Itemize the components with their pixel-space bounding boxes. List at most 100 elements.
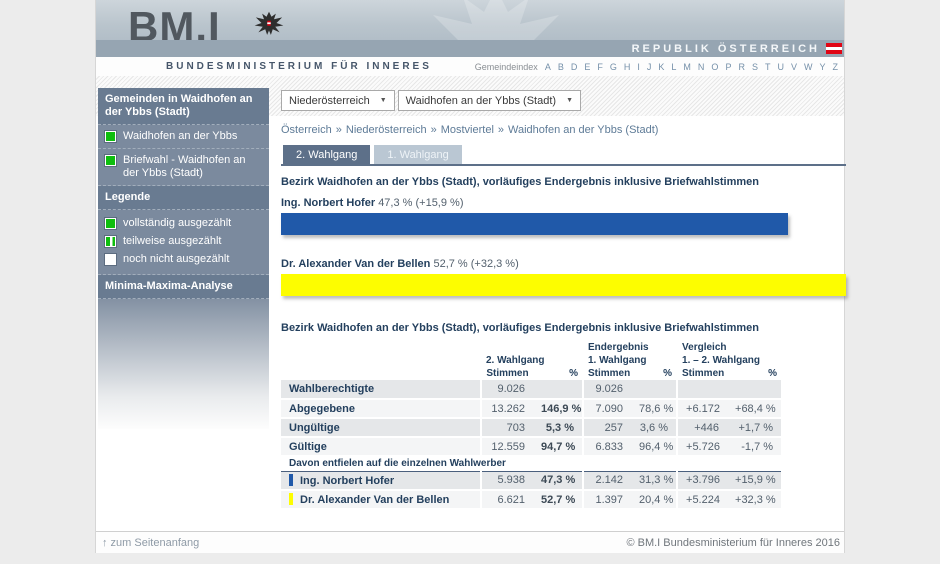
breadcrumb-separator: » (430, 124, 437, 136)
index-letter[interactable]: M (683, 61, 691, 72)
index-letter[interactable]: R (738, 61, 745, 72)
index-letter[interactable]: U (777, 61, 784, 72)
index-letter[interactable]: F (597, 61, 603, 72)
table-title: Bezirk Waidhofen an der Ybbs (Stadt), vo… (281, 322, 759, 334)
state-dropdown[interactable]: Niederösterreich ▼ (281, 90, 395, 111)
legend-title: Legende (98, 186, 269, 210)
sidebar-item-minima-maxima[interactable]: Minima-Maxima-Analyse (98, 275, 269, 299)
republik-oesterreich-label: REPUBLIK ÖSTERREICH (631, 42, 820, 55)
municipality-dropdown[interactable]: Waidhofen an der Ybbs (Stadt) ▼ (397, 90, 582, 111)
index-letter[interactable]: I (637, 61, 640, 72)
col-group-1wahlgang: Endergebnis 1. Wahlgang (581, 341, 678, 367)
page-container: BM.I REPUBLIK ÖSTERREICH BUNDESMINISTERI… (95, 0, 846, 553)
result-table-section: Bezirk Waidhofen an der Ybbs (Stadt), vo… (281, 322, 846, 510)
breadcrumb-item[interactable]: Waidhofen an der Ybbs (Stadt) (508, 124, 659, 136)
austria-flag-icon (826, 43, 842, 54)
col-stimmen: Stimmen (582, 367, 631, 380)
index-letter[interactable]: Y (819, 61, 826, 72)
gemeindeindex-label: Gemeindeindex (474, 61, 538, 72)
chevron-down-icon: ▼ (566, 97, 574, 104)
col-pct: % (663, 368, 673, 379)
candidate-result: 52,7 % (+32,3 %) (433, 258, 519, 270)
legend-item-full: vollständig ausgezählt (104, 214, 262, 232)
col-stimmen: Stimmen (480, 367, 533, 380)
municipality-dropdown-value: Waidhofen an der Ybbs (Stadt) (405, 94, 557, 107)
index-letter[interactable]: D (570, 61, 578, 72)
col-pct: % (768, 368, 778, 379)
candidate-color-marker-vdb (289, 493, 293, 505)
chevron-down-icon: ▼ (379, 97, 387, 104)
status-square-full-icon (104, 154, 117, 167)
index-letter[interactable]: N (697, 61, 705, 72)
index-letter[interactable]: B (557, 61, 564, 72)
status-square-full-icon (104, 130, 117, 143)
sidebar-item-label: Waidhofen an der Ybbs (123, 130, 238, 142)
candidate-name: Ing. Norbert Hofer (281, 197, 376, 209)
table-sub-header-row: Stimmen % Stimmen % Stimmen % (281, 367, 781, 380)
index-letter[interactable]: G (609, 61, 617, 72)
sidebar: Gemeinden in Waidhofen an der Ybbs (Stad… (98, 88, 269, 429)
state-dropdown-value: Niederösterreich (289, 94, 370, 107)
index-letter[interactable]: L (671, 61, 677, 72)
subheader-strip: BUNDESMINISTERIUM FÜR INNERES Gemeindein… (96, 57, 844, 76)
bar-hofer (281, 213, 788, 235)
legend-square-partial-icon (104, 234, 117, 248)
index-letter[interactable]: H (623, 61, 631, 72)
tab-2-wahlgang[interactable]: 2. Wahlgang (283, 145, 371, 164)
tab-1-wahlgang[interactable]: 1. Wahlgang (374, 145, 462, 164)
table-group-header-row: 2. Wahlgang Endergebnis 1. Wahlgang Verg… (281, 341, 782, 367)
copyright-text: © BM.I Bundesministerium für Inneres 201… (626, 536, 840, 549)
gemeindeindex-letters: A B D E F G H I J K L M N O P R S T U V (545, 62, 838, 72)
candidate-name: Dr. Alexander Van der Bellen (281, 258, 431, 270)
col-stimmen: Stimmen (676, 367, 728, 380)
breadcrumb-separator: » (335, 124, 342, 136)
ministry-subtitle: BUNDESMINISTERIUM FÜR INNERES (166, 61, 432, 72)
breadcrumb-item[interactable]: Niederösterreich (345, 124, 427, 136)
table-row: Abgegebene 13.262 146,9 % 7.090 78,6 % +… (281, 399, 782, 419)
bmi-eagle-icon (254, 11, 284, 35)
breadcrumb-separator: » (497, 124, 505, 136)
index-letter[interactable]: J (646, 61, 652, 72)
legend-square-full-icon (104, 216, 117, 230)
index-letter[interactable]: S (751, 61, 758, 72)
wahlgang-tabs: 2. Wahlgang 1. Wahlgang (281, 145, 846, 166)
region-filters: Niederösterreich ▼ Waidhofen an der Ybbs… (281, 90, 582, 111)
index-letter[interactable]: A (544, 61, 551, 72)
col-group-2wahlgang: 2. Wahlgang (480, 341, 583, 367)
legend-square-none-icon (104, 252, 117, 266)
header-banner: BM.I REPUBLIK ÖSTERREICH (96, 0, 844, 57)
sidebar-item-waidhofen[interactable]: Waidhofen an der Ybbs (98, 125, 269, 149)
index-letter[interactable]: W (803, 61, 813, 72)
table-row-van-der-bellen: Dr. Alexander Van der Bellen 6.621 52,7 … (281, 490, 782, 510)
legend-item-none: noch nicht ausgezählt (104, 250, 262, 268)
legend: vollständig ausgezählt teilweise ausgezä… (98, 210, 269, 275)
index-letter[interactable]: K (658, 61, 665, 72)
breadcrumb-item[interactable]: Österreich (281, 124, 332, 136)
index-letter[interactable]: E (584, 61, 591, 72)
result-chart: Bezirk Waidhofen an der Ybbs (Stadt), vo… (281, 176, 846, 296)
index-letter[interactable]: Z (832, 61, 839, 72)
index-letter[interactable]: T (764, 61, 771, 72)
chart-title: Bezirk Waidhofen an der Ybbs (Stadt), vo… (281, 176, 759, 188)
section-label: Davon entfielen auf die einzelnen Wahlwe… (281, 456, 782, 472)
col-group-vergleich: Vergleich 1. – 2. Wahlgang (676, 341, 782, 367)
index-letter[interactable]: P (725, 61, 732, 72)
footer: ↑ zum Seitenanfang © BM.I Bundesminister… (96, 531, 844, 553)
result-table: 2. Wahlgang Endergebnis 1. Wahlgang Verg… (281, 341, 782, 510)
candidate-color-marker-hofer (289, 473, 293, 486)
table-row-hofer: Ing. Norbert Hofer 5.938 47,3 % 2.142 31… (281, 471, 782, 491)
back-to-top-link[interactable]: ↑ zum Seitenanfang (102, 536, 200, 549)
index-letter[interactable]: V (790, 61, 797, 72)
sidebar-gradient (98, 299, 269, 429)
candidate-result: 47,3 % (+15,9 %) (378, 197, 464, 209)
col-pct: % (569, 368, 578, 379)
legend-label: teilweise ausgezählt (123, 235, 222, 247)
breadcrumb-item[interactable]: Mostviertel (440, 124, 494, 136)
legend-item-partial: teilweise ausgezählt (104, 232, 262, 250)
bar-label-hofer: Ing. Norbert Hofer 47,3 % (+15,9 %) (281, 197, 846, 209)
bar-label-vdb: Dr. Alexander Van der Bellen 52,7 % (+32… (281, 258, 846, 270)
sidebar-item-briefwahl[interactable]: Briefwahl - Waidhofen an der Ybbs (Stadt… (98, 149, 269, 186)
sidebar-title: Gemeinden in Waidhofen an der Ybbs (Stad… (98, 88, 269, 125)
index-letter[interactable]: O (711, 61, 719, 72)
gemeindeindex: Gemeindeindex A B D E F G H I J K L M N … (475, 62, 838, 72)
